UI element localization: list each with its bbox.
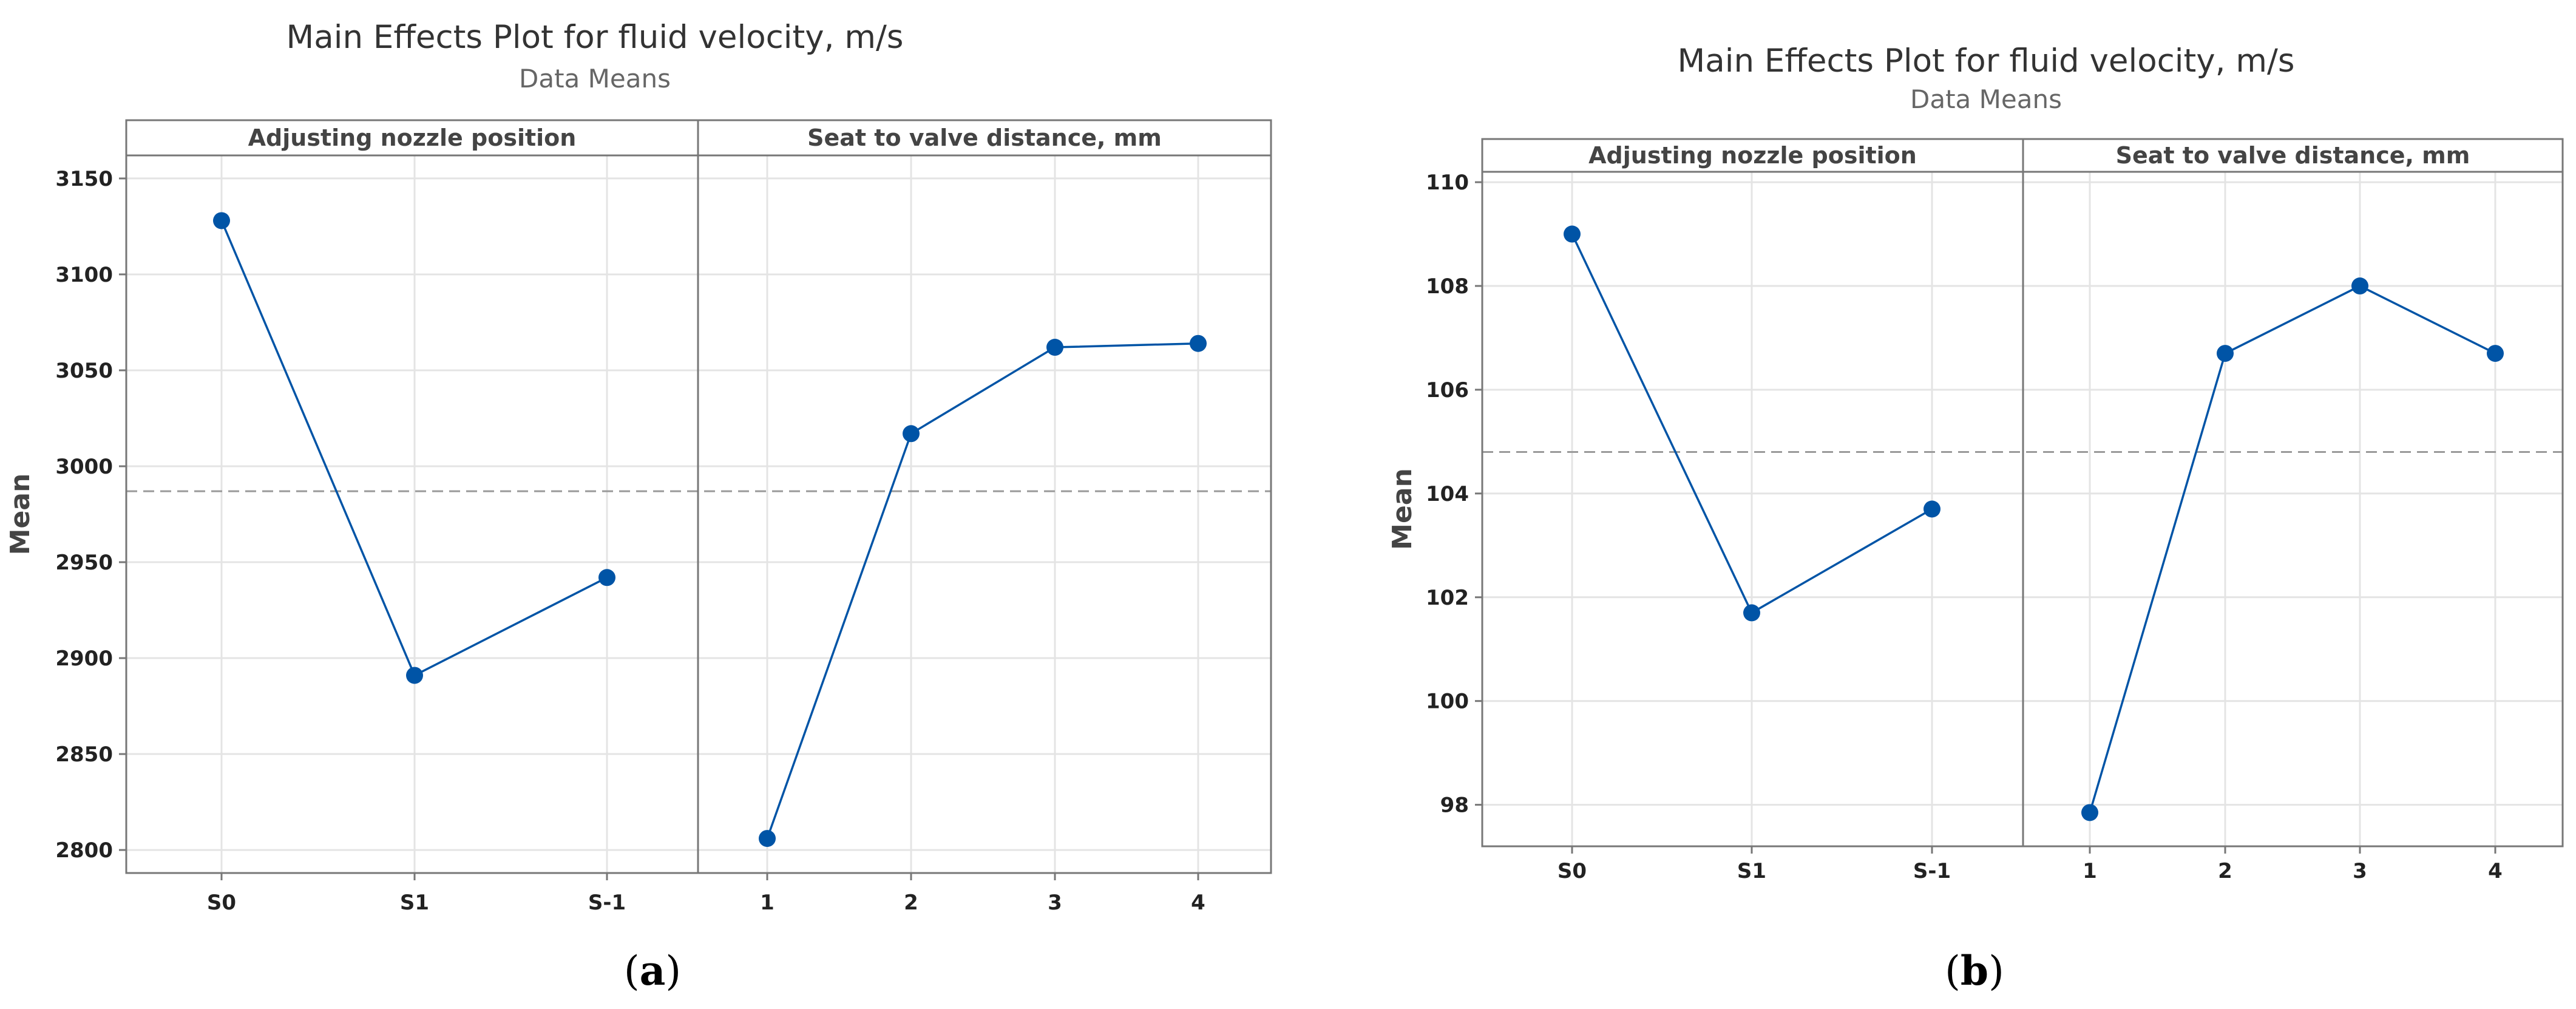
caption-close-paren: ) <box>665 948 681 994</box>
x-tick-label: 1 <box>760 891 774 915</box>
y-tick-label: 108 <box>1426 274 1469 299</box>
x-tick-label: 2 <box>904 891 918 915</box>
x-tick-label: S1 <box>400 891 429 915</box>
data-point <box>406 667 423 684</box>
panel-label: Seat to valve distance, mm <box>807 124 1162 151</box>
caption-open-paren: ( <box>1945 948 1961 994</box>
y-axis-label: Mean <box>5 474 36 555</box>
data-point <box>1564 225 1581 243</box>
y-tick-label: 2900 <box>55 647 113 671</box>
data-point <box>213 212 230 229</box>
data-point <box>2081 804 2098 821</box>
y-tick-label: 104 <box>1426 482 1469 506</box>
chart-subtitle: Data Means <box>1910 84 2062 114</box>
data-point <box>1743 604 1760 622</box>
series-line <box>2089 285 2496 813</box>
caption-letter: a <box>640 947 666 994</box>
chart-title: Main Effects Plot for fluid velocity, m/… <box>1678 42 2295 80</box>
x-tick-label: 2 <box>2218 859 2232 883</box>
y-tick-label: 3050 <box>55 359 113 383</box>
data-point <box>1924 500 1940 518</box>
y-tick-label: 3150 <box>55 167 113 191</box>
x-tick-label: 3 <box>2353 859 2367 883</box>
y-tick-label: 2850 <box>55 742 113 767</box>
chart-subtitle: Data Means <box>519 64 671 93</box>
chart-title: Main Effects Plot for fluid velocity, m/… <box>286 19 904 56</box>
panel-label: Seat to valve distance, mm <box>2116 142 2470 169</box>
y-axis-label: Mean <box>1387 468 1418 550</box>
y-tick-label: 102 <box>1426 586 1469 610</box>
data-point <box>1046 339 1063 356</box>
data-point <box>598 569 615 586</box>
figure-caption: (a) <box>624 947 681 994</box>
x-tick-label: 3 <box>1048 891 1062 915</box>
y-tick-label: 3100 <box>55 263 113 287</box>
y-tick-label: 2800 <box>55 838 113 863</box>
y-tick-label: 106 <box>1426 378 1469 403</box>
y-tick-label: 3000 <box>55 455 113 479</box>
y-tick-label: 110 <box>1426 171 1469 195</box>
x-tick-label: S-1 <box>588 891 626 915</box>
x-tick-label: 4 <box>2488 859 2503 883</box>
figure-caption: (b) <box>1945 947 2004 994</box>
x-tick-label: 4 <box>1191 891 1205 915</box>
panel-label: Adjusting nozzle position <box>248 124 577 151</box>
x-tick-label: S0 <box>1557 859 1587 883</box>
data-point <box>2217 345 2234 362</box>
caption-open-paren: ( <box>624 948 640 994</box>
series-line <box>766 342 1199 839</box>
data-point <box>903 425 920 443</box>
data-point <box>759 830 776 848</box>
panel-label: Adjusting nozzle position <box>1588 142 1917 169</box>
y-tick-label: 2950 <box>55 551 113 575</box>
data-point <box>2351 277 2368 295</box>
y-tick-label: 100 <box>1426 690 1469 714</box>
x-tick-label: S0 <box>207 891 236 915</box>
x-tick-label: S-1 <box>1913 859 1951 883</box>
y-tick-label: 98 <box>1440 793 1469 818</box>
caption-close-paren: ) <box>1988 948 2004 994</box>
data-point <box>2487 345 2504 362</box>
x-tick-label: 1 <box>2083 859 2097 883</box>
caption-letter: b <box>1961 947 1988 994</box>
x-tick-label: S1 <box>1737 859 1766 883</box>
data-point <box>1190 335 1207 352</box>
